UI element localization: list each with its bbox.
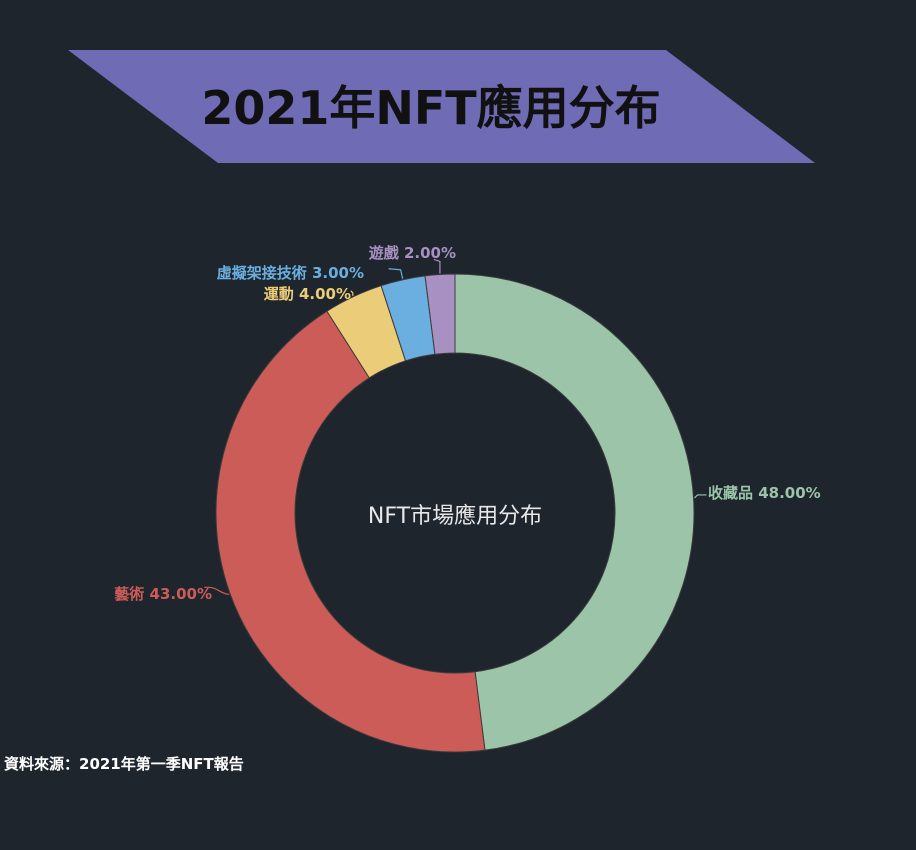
title-banner	[68, 50, 815, 163]
slice-label-藝術: 藝術 43.00%	[114, 585, 212, 603]
slice-收藏品	[454, 273, 695, 751]
chart-leader-lines	[204, 258, 707, 595]
slice-藝術	[215, 310, 486, 753]
title-banner-shape	[68, 50, 815, 163]
chart-center-label: NFT市場應用分布	[368, 503, 542, 529]
source-note: 資料來源：2021年第一季NFT報告	[4, 755, 244, 773]
leader-line-運動	[350, 290, 354, 296]
leader-line-虛擬架接技術	[388, 268, 404, 279]
chart-slices	[215, 273, 695, 753]
slice-label-運動: 運動 4.00%	[264, 285, 351, 303]
slice-遊戲	[424, 273, 456, 355]
leader-line-藝術	[204, 586, 230, 595]
leader-line-遊戲	[433, 258, 441, 274]
leader-line-收藏品	[694, 494, 707, 499]
slice-label-收藏品: 收藏品 48.00%	[708, 484, 821, 502]
slice-label-遊戲: 遊戲 2.00%	[369, 244, 456, 262]
slice-label-虛擬架接技術: 虛擬架接技術 3.00%	[217, 264, 364, 282]
chart-slice-labels: 收藏品 48.00% 藝術 43.00% 運動 4.00% 虛擬架接技術 3.00% 遊…	[114, 244, 820, 603]
page-title: 2021年NFT應用分布	[201, 81, 661, 135]
